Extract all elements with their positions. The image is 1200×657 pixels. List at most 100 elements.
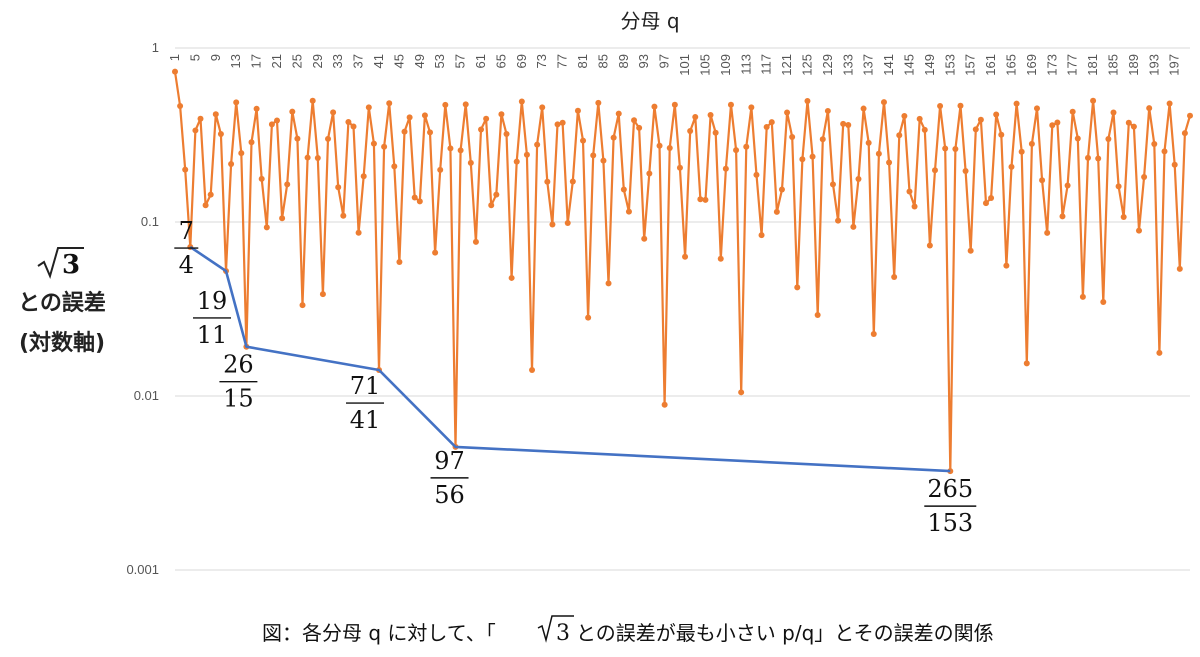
data-point bbox=[355, 229, 362, 236]
data-point bbox=[1033, 105, 1040, 112]
data-point bbox=[442, 101, 449, 108]
data-point bbox=[977, 116, 984, 123]
data-point bbox=[620, 186, 627, 193]
data-point bbox=[651, 103, 658, 110]
data-point bbox=[396, 258, 403, 265]
data-point bbox=[478, 126, 485, 133]
data-point bbox=[386, 100, 393, 107]
data-point bbox=[1079, 293, 1086, 300]
data-point bbox=[1166, 100, 1173, 107]
data-point bbox=[712, 129, 719, 136]
data-point bbox=[937, 103, 944, 110]
data-point bbox=[1187, 112, 1193, 119]
data-point bbox=[1064, 182, 1071, 189]
x-tick-label: 97 bbox=[657, 54, 672, 68]
x-tick-label: 129 bbox=[820, 54, 835, 76]
sqrt-sign bbox=[37, 247, 84, 279]
data-point bbox=[789, 133, 796, 140]
data-point bbox=[993, 111, 1000, 118]
data-point bbox=[707, 111, 714, 118]
data-point bbox=[1003, 262, 1010, 269]
data-point bbox=[268, 121, 275, 128]
data-point bbox=[1090, 97, 1097, 104]
x-tick-label: 81 bbox=[575, 54, 590, 68]
data-point bbox=[253, 105, 260, 112]
data-point bbox=[748, 104, 755, 111]
x-tick-label: 169 bbox=[1024, 54, 1039, 76]
data-point bbox=[768, 119, 775, 126]
data-point bbox=[564, 219, 571, 226]
data-point bbox=[238, 150, 245, 157]
data-point bbox=[284, 181, 291, 188]
data-point bbox=[1171, 161, 1178, 168]
data-point bbox=[784, 109, 791, 116]
data-point bbox=[483, 115, 490, 122]
data-point bbox=[1023, 360, 1030, 367]
data-point bbox=[488, 202, 495, 209]
data-point bbox=[778, 186, 785, 193]
data-point bbox=[829, 181, 836, 188]
data-point bbox=[896, 132, 903, 139]
y-title-sqrt-base: 3 bbox=[62, 250, 80, 280]
fraction-denominator: 41 bbox=[350, 406, 381, 434]
data-point bbox=[197, 115, 204, 122]
fraction-denominator: 11 bbox=[197, 321, 228, 349]
fraction-numerator: 7 bbox=[179, 217, 194, 245]
data-point bbox=[523, 151, 530, 158]
data-point bbox=[314, 155, 321, 162]
y-tick-labels: 1 0.1 0.01 0.001 bbox=[126, 40, 159, 577]
data-point bbox=[962, 168, 969, 175]
data-point bbox=[233, 99, 240, 106]
fraction-numerator: 265 bbox=[927, 475, 973, 503]
data-point bbox=[1054, 119, 1061, 126]
x-tick-label: 61 bbox=[473, 54, 488, 68]
data-point bbox=[370, 140, 377, 147]
data-point bbox=[1141, 173, 1148, 180]
data-point bbox=[845, 122, 852, 129]
data-point bbox=[472, 238, 479, 245]
x-tick-label: 49 bbox=[412, 54, 427, 68]
data-point bbox=[1049, 122, 1056, 129]
data-point bbox=[340, 212, 347, 219]
data-point bbox=[518, 98, 525, 105]
data-point bbox=[682, 253, 689, 260]
data-point bbox=[1084, 154, 1091, 161]
data-point bbox=[615, 110, 622, 117]
x-tick-label: 85 bbox=[595, 54, 610, 68]
data-point bbox=[274, 117, 281, 124]
data-point bbox=[513, 158, 520, 165]
caption-sqrt-base: 3 bbox=[556, 621, 570, 646]
x-tick-labels: 1 5 9 13 17 21 25 29 33 37 41 45 49 53 57 61 65 69 73 77 81 8… bbox=[167, 54, 1182, 76]
data-point bbox=[1115, 183, 1122, 190]
data-point bbox=[172, 68, 178, 75]
data-point bbox=[763, 124, 770, 131]
x-tick-label: 145 bbox=[901, 54, 916, 76]
data-point bbox=[1018, 148, 1025, 155]
data-point bbox=[217, 130, 224, 137]
x-tick-label: 141 bbox=[881, 54, 896, 76]
data-point bbox=[1059, 213, 1066, 220]
data-point bbox=[819, 136, 826, 143]
data-point bbox=[1008, 163, 1015, 170]
data-point bbox=[595, 99, 602, 106]
x-tick-label: 109 bbox=[718, 54, 733, 76]
x-tick-label: 69 bbox=[514, 54, 529, 68]
x-tick-label: 89 bbox=[616, 54, 631, 68]
x-tick-label: 161 bbox=[983, 54, 998, 76]
y-title-line2: (対数軸) bbox=[19, 330, 105, 356]
data-point bbox=[773, 208, 780, 215]
x-tick-label: 93 bbox=[636, 54, 651, 68]
fraction-numerator: 97 bbox=[434, 447, 465, 475]
x-tick-label: 9 bbox=[208, 54, 223, 61]
data-point bbox=[529, 367, 536, 374]
data-point bbox=[304, 154, 311, 161]
fraction-numerator: 26 bbox=[223, 351, 254, 379]
data-point bbox=[207, 191, 214, 198]
data-point bbox=[727, 101, 734, 108]
y-axis-title: 3 との誤差 (対数軸) bbox=[18, 247, 106, 356]
data-point bbox=[824, 107, 831, 114]
caption-after: との誤差が最も小さい p/q」とその誤差の関係 bbox=[576, 621, 994, 645]
data-point bbox=[840, 120, 847, 127]
data-point bbox=[574, 107, 581, 114]
